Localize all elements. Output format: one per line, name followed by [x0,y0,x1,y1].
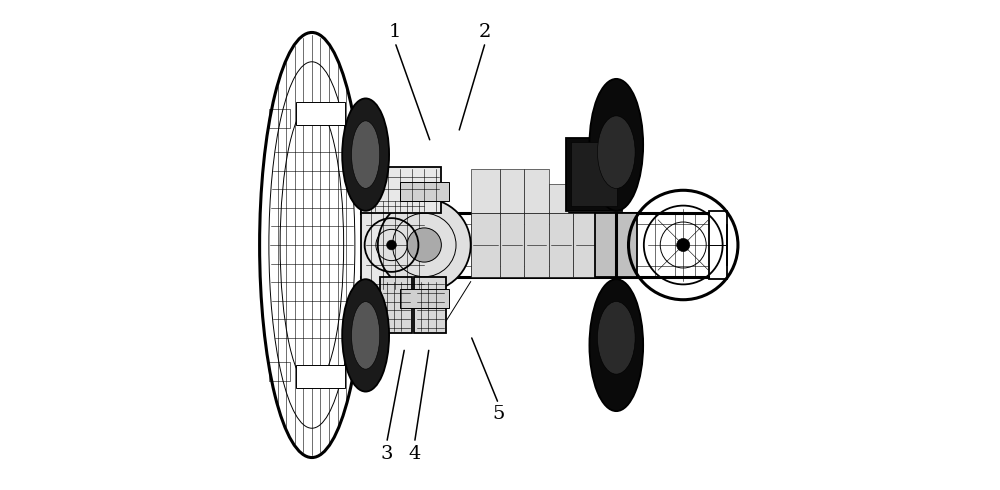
Bar [549,213,573,277]
Bar [571,143,617,206]
Bar [269,109,290,128]
Bar [296,365,345,388]
Ellipse shape [342,279,389,392]
Circle shape [387,240,396,250]
Bar [500,169,524,213]
Bar [500,213,524,277]
Bar [595,213,637,277]
Bar [471,169,500,213]
Bar [709,211,727,279]
Circle shape [677,239,690,251]
Bar [361,196,429,294]
Bar [361,167,441,213]
Bar [296,102,345,125]
Bar [549,184,568,213]
Bar [471,213,500,277]
Circle shape [378,198,471,292]
Text: 5: 5 [492,405,505,422]
Text: 2: 2 [479,24,492,42]
Ellipse shape [597,301,635,374]
Bar [414,277,446,333]
Bar [269,362,290,381]
Text: 4: 4 [408,445,421,463]
Ellipse shape [352,302,380,369]
Text: 1: 1 [389,24,401,42]
Bar [524,169,549,213]
Ellipse shape [589,79,643,211]
Bar [400,289,449,308]
Bar [380,277,412,333]
Text: 3: 3 [380,445,393,463]
Ellipse shape [597,116,635,189]
Bar [400,182,449,201]
Bar [524,213,549,277]
Bar [573,213,598,277]
Bar [566,138,622,211]
Circle shape [407,228,441,262]
Ellipse shape [589,279,643,411]
Ellipse shape [352,121,380,188]
Ellipse shape [342,98,389,211]
